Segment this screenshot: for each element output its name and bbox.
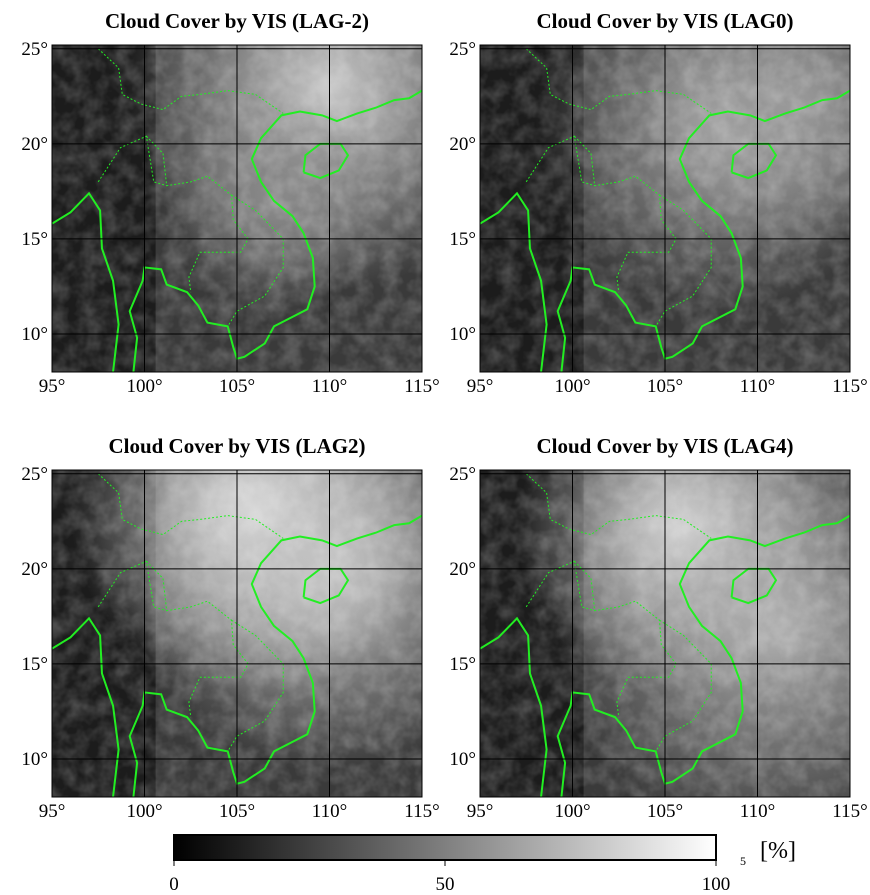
coastline [302,567,350,605]
map-frame [51,44,423,373]
border [145,560,249,718]
x-tick-label: 115° [404,801,439,822]
coastline [302,142,350,180]
border [573,135,677,293]
map-panel: 95° 100° 105° 110° 115° 10° 15° 20° 25° Cloud Cov… [21,9,439,397]
x-tick-label: 115° [832,801,867,822]
y-tick-label: 10° [21,749,48,770]
y-tick-label: 15° [21,654,48,675]
x-tick-label: 100° [554,376,590,397]
coastline [730,567,778,605]
border [227,619,284,752]
y-tick-label: 10° [21,324,48,345]
x-tick-label: 100° [126,376,162,397]
y-tick-label: 25° [21,39,48,60]
border [97,473,284,539]
coastline [52,616,120,797]
border [145,135,249,293]
coastline [52,191,120,372]
border [97,560,167,612]
x-tick-label: 110° [740,801,775,822]
coastline [730,142,778,180]
x-tick-label: 115° [832,376,867,397]
colorbar-unit: [%] [760,838,796,864]
map-frame [51,469,423,798]
border [97,48,284,114]
panel-title: Cloud Cover by VIS (LAG4) [536,434,793,458]
map-frame [479,44,851,373]
border [525,473,712,539]
x-tick-label: 105° [219,376,255,397]
x-tick-label: 105° [647,801,683,822]
coastline [480,616,548,797]
x-tick-label: 115° [404,376,439,397]
x-tick-label: 105° [647,376,683,397]
coastline [480,191,548,372]
x-tick-label: 110° [312,376,347,397]
colorbar-label: 0 [169,874,179,895]
y-tick-label: 20° [21,134,48,155]
x-tick-label: 110° [740,376,775,397]
x-tick-label: 100° [554,801,590,822]
border [525,560,595,612]
x-tick-label: 95° [467,801,494,822]
border [227,194,284,327]
border [655,194,712,327]
map-panel: 95° 100° 105° 110° 115° 10° 15° 20° 25° Cloud Cov… [449,9,867,397]
colorbar-label: 50 [436,874,455,895]
x-tick-label: 100° [126,801,162,822]
border [97,135,167,187]
panel-title: Cloud Cover by VIS (LAG0) [536,9,793,33]
y-tick-label: 25° [449,464,476,485]
y-tick-label: 10° [449,749,476,770]
x-tick-label: 105° [219,801,255,822]
border [525,135,595,187]
colorbar-label: 100 [702,874,731,895]
y-tick-label: 25° [21,464,48,485]
border [573,560,677,718]
border [655,619,712,752]
colorbar [173,834,717,861]
map-panel: 95° 100° 105° 110° 115° 10° 15° 20° 25° Cloud Cov… [21,434,439,822]
map-frame [479,469,851,798]
x-tick-label: 95° [39,801,66,822]
y-tick-label: 20° [449,134,476,155]
colorbar-extra: 5 [740,854,746,868]
panel-title: Cloud Cover by VIS (LAG2) [108,434,365,458]
border [525,48,712,114]
y-tick-label: 20° [21,559,48,580]
y-tick-label: 25° [449,39,476,60]
map-panel: 95° 100° 105° 110° 115° 10° 15° 20° 25° Cloud Cov… [449,434,867,822]
x-tick-label: 95° [39,376,66,397]
y-tick-label: 10° [449,324,476,345]
y-tick-label: 20° [449,559,476,580]
y-tick-label: 15° [449,229,476,250]
x-tick-label: 95° [467,376,494,397]
y-tick-label: 15° [21,229,48,250]
panel-title: Cloud Cover by VIS (LAG-2) [105,9,369,33]
y-tick-label: 15° [449,654,476,675]
x-tick-label: 110° [312,801,347,822]
